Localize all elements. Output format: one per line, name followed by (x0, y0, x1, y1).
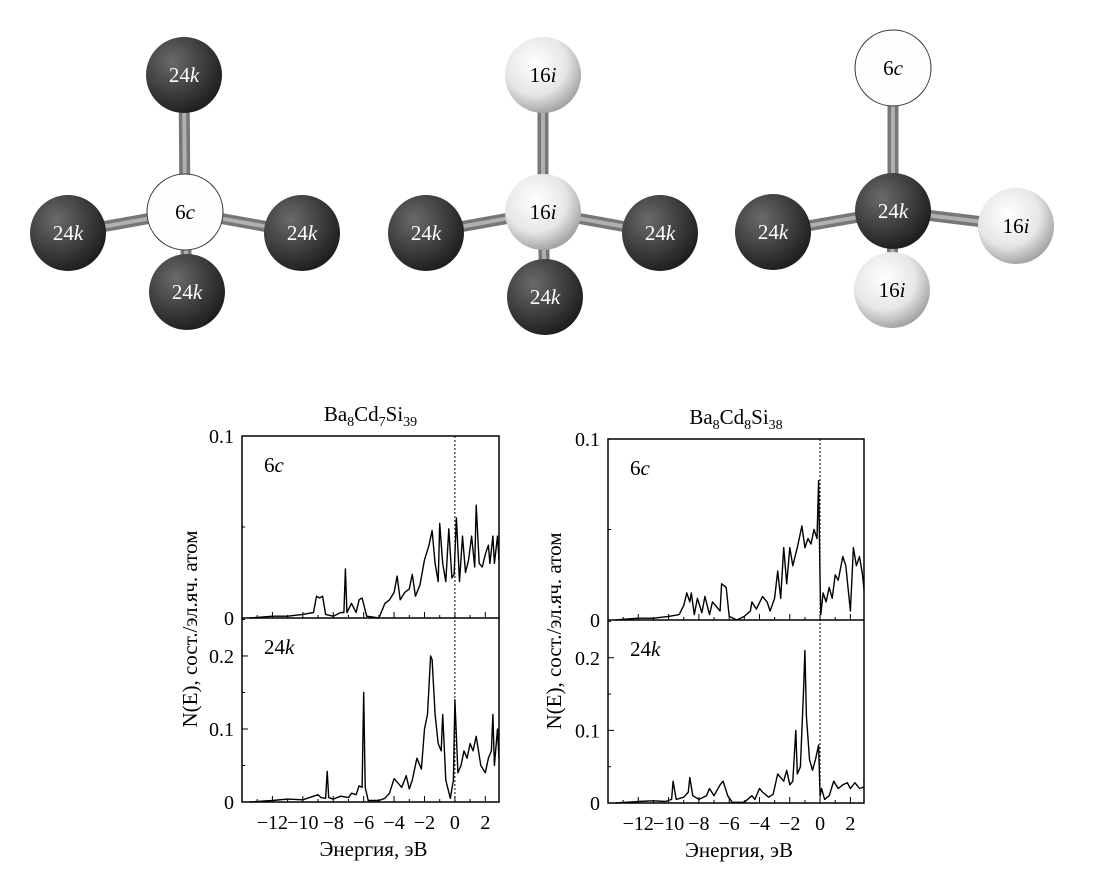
chart-title: Ba8Cd8Si38 (689, 405, 782, 433)
atom-label: 24k (411, 221, 442, 245)
molecule-2: 16i 24k 24k 24k 16i (388, 37, 698, 335)
x-tick-label: −6 (353, 812, 374, 834)
atom-6c (854, 29, 932, 107)
atom-label: 24k (287, 221, 318, 245)
dos-line-6c (249, 504, 500, 619)
dos-line-24k (249, 655, 500, 803)
y-tick-label: 0.2 (209, 646, 234, 668)
molecule-1: 24k 24k 24k 24k 6c (30, 37, 340, 330)
atom-24k (146, 37, 222, 113)
atom-24k (735, 194, 811, 270)
atom-24k (30, 195, 106, 271)
y-tick-label: 0.1 (575, 429, 600, 451)
atom-label: 16i (530, 200, 557, 224)
y-axis-label: N(E), сост./эл.яч. атом (542, 533, 566, 730)
atom-24k (388, 195, 464, 271)
atom-label: 16i (1003, 214, 1030, 238)
x-axis-label: Энергия, эВ (685, 838, 793, 862)
y-axis-label: N(E), сост./эл.яч. атом (178, 531, 202, 728)
atom-label: 6c (175, 200, 196, 224)
atom-24k (855, 173, 931, 249)
atom-label: 24k (758, 220, 789, 244)
atom-16i (505, 37, 581, 113)
panel-label-24k: 24k (264, 635, 295, 659)
y-tick-label: 0 (224, 792, 234, 814)
atom-label: 16i (530, 63, 557, 87)
atom-label: 24k (645, 221, 676, 245)
x-tick-label: −12 (623, 813, 654, 835)
x-tick-label: −6 (719, 813, 740, 835)
x-tick-label: −2 (414, 812, 435, 834)
x-tick-label: −12 (257, 812, 288, 834)
x-tick-label: −8 (323, 812, 344, 834)
atom-16i (854, 252, 930, 328)
x-tick-label: −10 (287, 812, 318, 834)
atom-label: 24k (169, 63, 200, 87)
panel-label-6c: 6c (264, 453, 285, 477)
atom-label: 16i (879, 278, 906, 302)
y-tick-label: 0 (590, 793, 600, 815)
y-tick-label: 0.1 (575, 720, 600, 742)
atom-label: 24k (530, 285, 561, 309)
atom-24k (507, 259, 583, 335)
panel-label-6c: 6c (630, 456, 651, 480)
chart-title: Ba8Cd7Si39 (324, 402, 417, 430)
atom-16i (978, 188, 1054, 264)
panel-label-24k: 24k (630, 637, 661, 661)
x-tick-label: 0 (450, 812, 460, 834)
x-tick-label: −10 (653, 813, 684, 835)
x-tick-label: −4 (383, 812, 404, 834)
molecule-3: 6c 24k 16i 16i 24k (735, 29, 1054, 328)
atom-24k (149, 254, 225, 330)
y-tick-label: 0.1 (209, 426, 234, 448)
dos-line-6c (615, 479, 865, 621)
x-tick-label: 2 (480, 812, 490, 834)
atom-24k (264, 195, 340, 271)
atom-label: 6c (883, 56, 904, 80)
x-axis-label: Энергия, эВ (320, 837, 428, 861)
atom-24k (622, 195, 698, 271)
x-tick-label: −8 (688, 813, 709, 835)
dos-line-24k (615, 649, 865, 804)
x-tick-label: 2 (845, 813, 855, 835)
atom-label: 24k (53, 221, 84, 245)
y-tick-label: 0.2 (575, 648, 600, 670)
atom-label: 24k (878, 199, 909, 223)
atom-16i (505, 174, 581, 250)
x-tick-label: −4 (749, 813, 770, 835)
x-tick-label: 0 (815, 813, 825, 835)
y-tick-label: 0.1 (209, 719, 234, 741)
x-tick-label: −2 (779, 813, 800, 835)
atom-label: 24k (172, 280, 203, 304)
plot-frame (607, 438, 865, 804)
y-tick-label: 0 (590, 610, 600, 632)
atom-6c (146, 173, 224, 251)
y-tick-label: 0 (224, 608, 234, 630)
plot-frame (241, 435, 500, 803)
